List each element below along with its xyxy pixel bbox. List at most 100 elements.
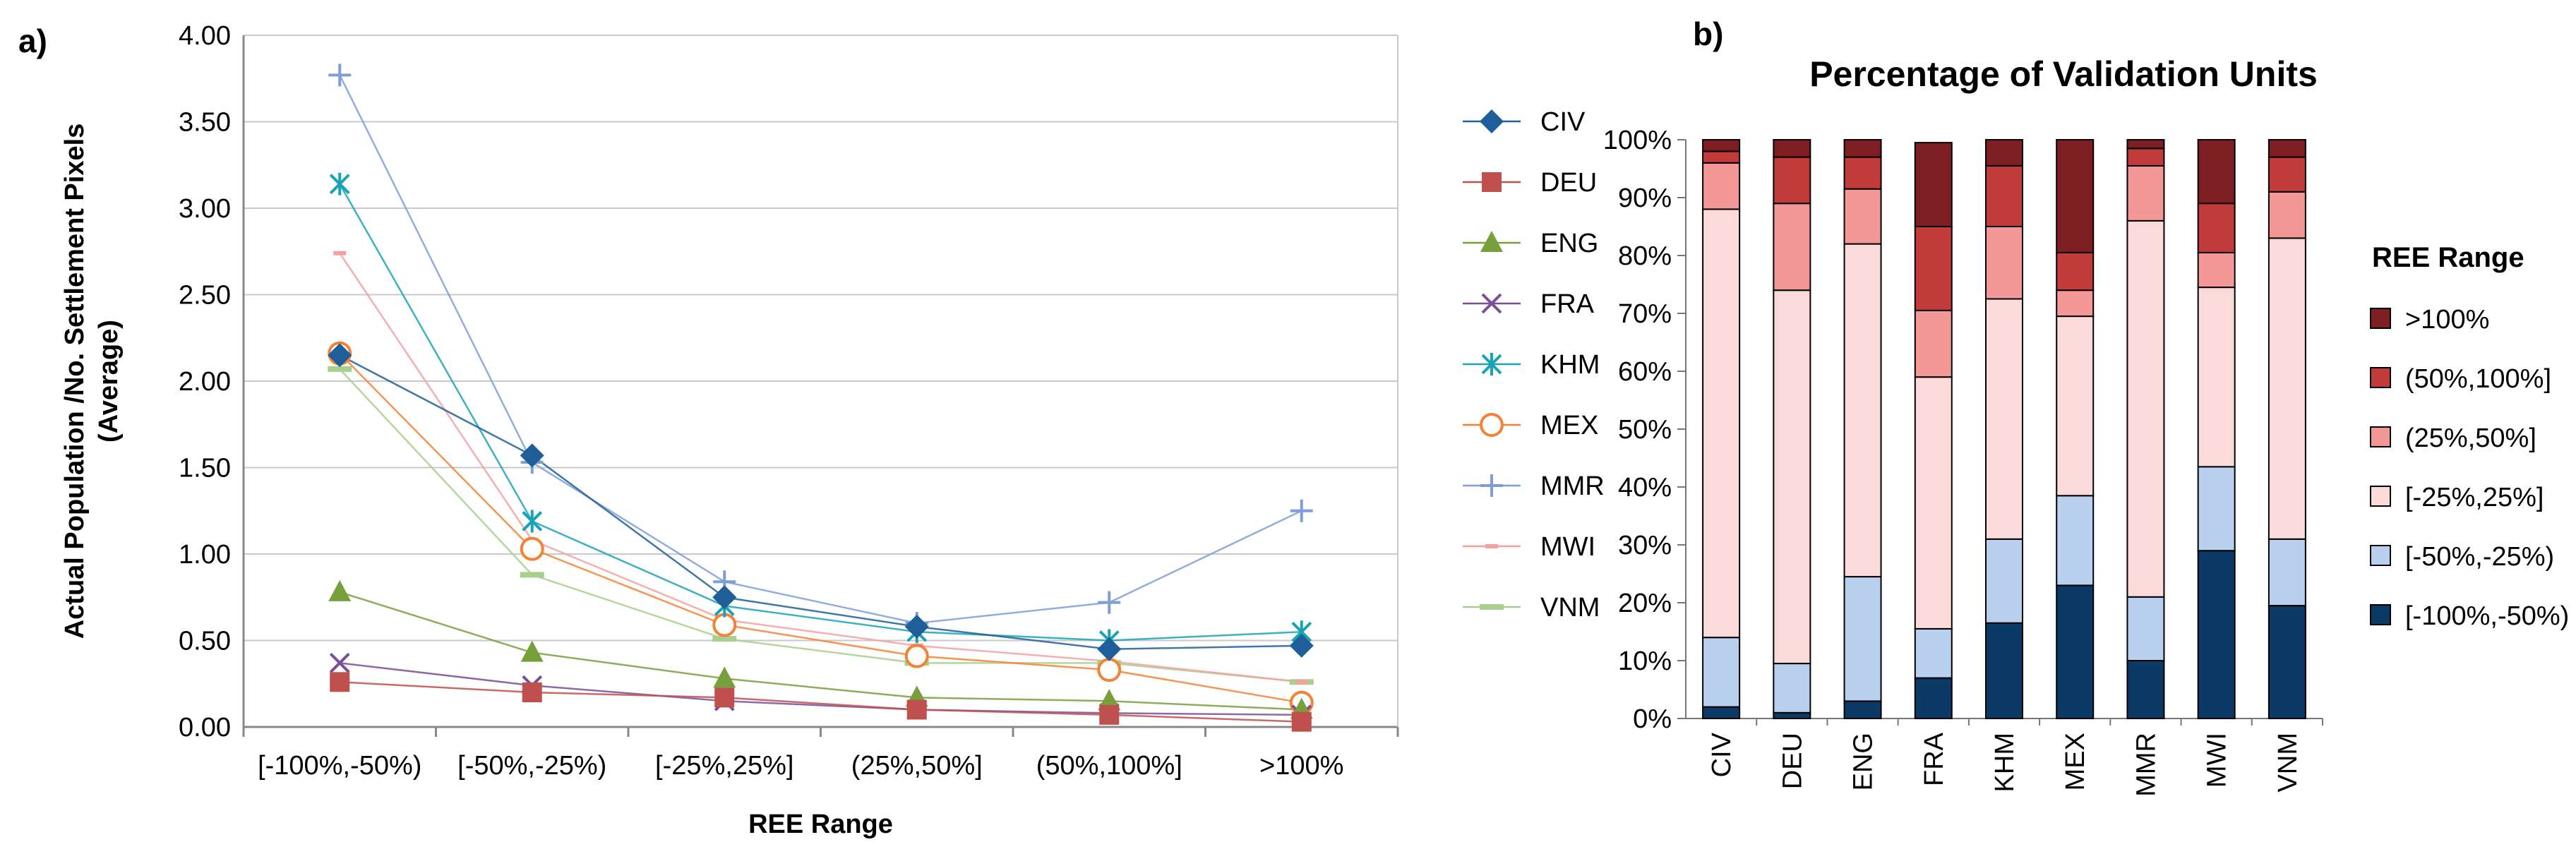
- y-tick-label: 0.00: [179, 713, 231, 742]
- data-point-eng: [328, 579, 352, 601]
- legend-label-25-25: [-25%,25%]: [2405, 483, 2544, 512]
- data-point-eng: [520, 640, 544, 662]
- data-point-civ: [712, 585, 737, 610]
- legend-label-100: >100%: [2405, 305, 2489, 335]
- series-line-eng: [339, 591, 1302, 711]
- legend-label-fra: FRA: [1540, 289, 1595, 319]
- bar-segment-fra-100: [1914, 142, 1953, 228]
- bar-segment-fra-50-100: [1914, 226, 1953, 311]
- bar-segment-vnm-25-25: [2268, 237, 2306, 540]
- bar-segment-khm-25-50: [1985, 226, 2023, 300]
- data-point-mex: [1097, 658, 1122, 682]
- data-point-civ: [1289, 633, 1314, 658]
- panel-b-label: b): [1693, 16, 1723, 52]
- data-point-deu: [330, 672, 350, 692]
- data-point-deu: [1099, 704, 1120, 725]
- y-tick-label: 0%: [1633, 704, 1672, 734]
- bar-segment-vnm-25-50: [2268, 191, 2306, 239]
- x-tick-label: ENG: [1849, 733, 1879, 790]
- bar-segment-mwi-100-50: [2197, 550, 2236, 720]
- panel-a-label: a): [18, 23, 47, 59]
- data-point-fra: [329, 652, 350, 673]
- legend-label-eng: ENG: [1540, 229, 1598, 258]
- bar-segment-mwi-100: [2197, 139, 2236, 205]
- bar-segment-eng-25-50: [1843, 188, 1882, 245]
- bar-segment-fra-25-25: [1914, 376, 1953, 630]
- data-point-deu: [906, 699, 927, 720]
- bar-segment-eng-25-25: [1843, 243, 1882, 578]
- legend-label-khm: KHM: [1540, 350, 1600, 380]
- y-tick-label: 1.00: [179, 540, 231, 570]
- data-point-civ: [520, 443, 544, 468]
- x-tick-label: MEX: [2061, 733, 2090, 790]
- y-tick-label: 3.50: [179, 108, 231, 138]
- legend-label-50-25: [-50%,-25%): [2405, 542, 2554, 572]
- bar-segment-mmr-25-50: [2126, 164, 2165, 222]
- bar-segment-vnm-50-100: [2268, 156, 2306, 193]
- y-tick-label: 100%: [1603, 126, 1672, 155]
- bar-segment-civ-100: [1702, 139, 1741, 152]
- legend-label-deu: DEU: [1540, 168, 1597, 198]
- bar-segment-eng-50-100: [1843, 156, 1882, 190]
- y-tick-label: 90%: [1618, 184, 1672, 213]
- y-tick-label: 80%: [1618, 241, 1672, 271]
- series-line-mex: [339, 352, 1302, 704]
- data-point-civ: [328, 343, 352, 368]
- legend-label-mwi: MWI: [1540, 532, 1595, 562]
- y-tick-label: 2.50: [179, 281, 231, 311]
- legend-marker-mmr: [1480, 474, 1503, 497]
- bar-segment-deu-50-100: [1773, 156, 1811, 205]
- data-point-mex: [712, 613, 737, 637]
- series-line-mmr: [339, 74, 1302, 625]
- data-point-civ: [1097, 637, 1122, 661]
- y-axis-title-line: (Average): [94, 320, 124, 443]
- y-tick-label: 70%: [1618, 299, 1672, 329]
- data-point-civ: [904, 614, 929, 639]
- x-tick-label: (25%,50%]: [851, 751, 983, 781]
- y-tick-label: 0.50: [179, 627, 231, 656]
- bar-segment-civ-50-100: [1702, 150, 1741, 164]
- data-point-mex: [520, 536, 544, 561]
- bar-segment-mmr-100-50: [2126, 660, 2165, 719]
- bar-segment-mmr-25-25: [2126, 219, 2165, 598]
- legend-marker-deu: [1482, 172, 1502, 192]
- bar-segment-mwi-25-25: [2197, 287, 2236, 468]
- bar-segment-eng-50-25: [1843, 576, 1882, 702]
- data-point-mwi: [333, 251, 347, 255]
- bar-segment-mwi-50-100: [2197, 203, 2236, 253]
- x-axis-title: REE Range: [748, 810, 893, 839]
- y-tick-label: 1.50: [179, 454, 231, 483]
- bar-segment-fra-100-50: [1914, 677, 1953, 719]
- legend-label-mex: MEX: [1540, 411, 1598, 440]
- x-tick-label: VNM: [2273, 733, 2303, 792]
- x-tick-label: (50%,100%]: [1036, 751, 1182, 781]
- bar-segment-fra-25-50: [1914, 309, 1953, 378]
- bar-segment-civ-50-25: [1702, 637, 1741, 708]
- bar-segment-vnm-100-50: [2268, 605, 2306, 719]
- y-tick-label: 40%: [1618, 473, 1672, 503]
- series-line-civ: [339, 354, 1302, 651]
- chart-title: Percentage of Validation Units: [1809, 54, 2318, 94]
- y-tick-label: 4.00: [179, 21, 231, 51]
- bar-segment-mmr-50-100: [2126, 148, 2165, 167]
- data-point-deu: [522, 682, 542, 702]
- x-tick-label: KHM: [1990, 733, 2020, 792]
- x-tick-label: [-25%,25%]: [655, 751, 793, 781]
- data-point-deu: [714, 687, 735, 708]
- bar-segment-mex-100-50: [2056, 584, 2095, 720]
- legend-title: REE Range: [2372, 242, 2524, 273]
- legend-marker-mex: [1480, 413, 1504, 437]
- y-axis-title-line: Actual Population /No. Settlement Pixels: [60, 124, 90, 639]
- bar-segment-civ-25-50: [1702, 162, 1741, 210]
- data-point-eng: [1098, 689, 1121, 711]
- legend-marker-khm: [1481, 353, 1502, 375]
- legend-label-100-50: [-100%,-50%): [2405, 601, 2569, 631]
- legend-label-civ: CIV: [1540, 107, 1586, 137]
- bar-segment-khm-100-50: [1985, 622, 2023, 720]
- bar-segment-khm-50-25: [1985, 538, 2023, 624]
- legend-swatch-25-25: [2370, 486, 2391, 507]
- bar-segment-eng-100-50: [1843, 700, 1882, 720]
- bar-segment-vnm-50-25: [2268, 538, 2306, 607]
